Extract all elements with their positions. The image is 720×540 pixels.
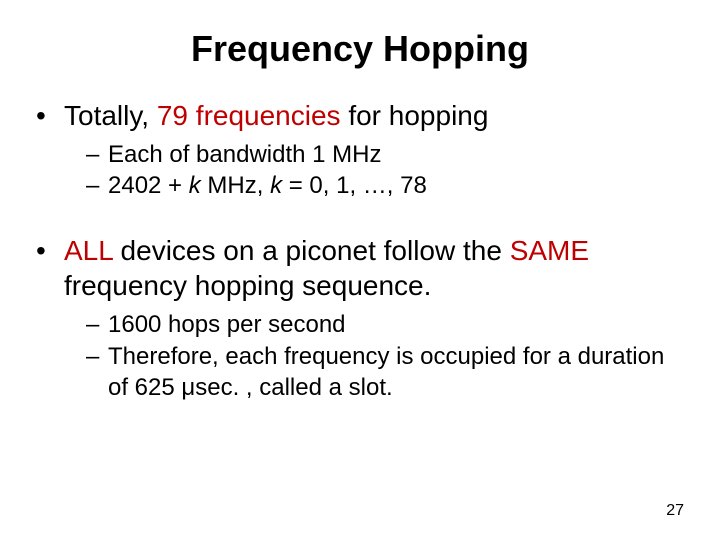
bullet-2-all: ALL xyxy=(64,235,113,266)
bullet-2-t2: devices on a piconet follow the xyxy=(113,235,510,266)
bullet-1-sublist: Each of bandwidth 1 MHz 2402 + k MHz, k … xyxy=(64,139,684,201)
bullet-list: Totally, 79 frequencies for hopping Each… xyxy=(36,98,684,403)
bullet-1-pre: Totally, xyxy=(64,100,157,131)
b1s2-c: = 0, 1, …, 78 xyxy=(282,172,427,199)
bullet-1: Totally, 79 frequencies for hopping Each… xyxy=(36,98,684,201)
bullet-1-sub-1: Each of bandwidth 1 MHz xyxy=(64,139,684,170)
slide-title: Frequency Hopping xyxy=(36,28,684,70)
b2s2-mu: μ xyxy=(181,374,195,401)
bullet-2-t4: frequency hopping sequence. xyxy=(64,270,431,301)
b2s2-b: sec. , called a slot. xyxy=(195,374,392,401)
bullet-2-sublist: 1600 hops per second Therefore, each fre… xyxy=(64,309,684,403)
bullet-2-sub-1: 1600 hops per second xyxy=(64,309,684,340)
b1s2-k2: k xyxy=(270,172,282,199)
b1s2-a: 2402 + xyxy=(108,172,189,199)
bullet-1-highlight: 79 frequencies xyxy=(157,100,341,131)
bullet-2-sub-2: Therefore, each frequency is occupied fo… xyxy=(64,341,684,403)
b1s2-b: MHz, xyxy=(201,172,270,199)
bullet-2: ALL devices on a piconet follow the SAME… xyxy=(36,233,684,403)
bullet-2-same: SAME xyxy=(510,235,589,266)
b1s2-k1: k xyxy=(189,172,201,199)
slide: Frequency Hopping Totally, 79 frequencie… xyxy=(0,0,720,540)
bullet-1-sub-2: 2402 + k MHz, k = 0, 1, …, 78 xyxy=(64,170,684,201)
page-number: 27 xyxy=(666,502,684,520)
bullet-1-post: for hopping xyxy=(341,100,489,131)
